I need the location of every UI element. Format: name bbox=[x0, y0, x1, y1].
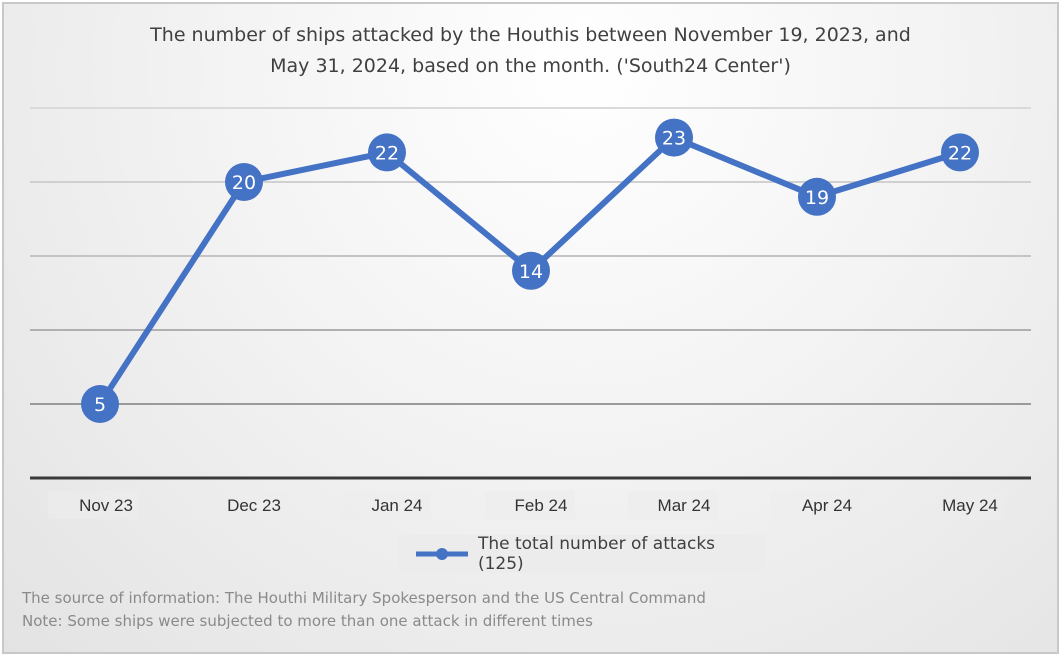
data-label: 20 bbox=[232, 172, 256, 194]
x-tick-label-bg bbox=[48, 491, 138, 519]
legend-line-marker-icon bbox=[416, 548, 468, 560]
data-label: 14 bbox=[519, 261, 543, 283]
data-point-marker bbox=[941, 133, 979, 172]
x-tick-label-bg bbox=[914, 491, 1004, 519]
data-label: 22 bbox=[948, 142, 972, 164]
data-label: 23 bbox=[662, 128, 686, 150]
legend: The total number of attacks (125) bbox=[398, 534, 766, 574]
x-tick-label-bg bbox=[628, 491, 718, 519]
x-tick-label: Apr 24 bbox=[802, 496, 852, 515]
footnote-note: Note: Some ships were subjected to more … bbox=[22, 612, 593, 630]
x-tick-label: Jan 24 bbox=[371, 496, 422, 515]
data-point-marker bbox=[368, 133, 406, 172]
x-tick-label: Feb 24 bbox=[515, 496, 568, 515]
chart-title-line-1: The number of ships attacked by the Hout… bbox=[150, 24, 911, 46]
chart-title-line-2: May 31, 2024, based on the month. ('Sout… bbox=[270, 55, 791, 77]
x-tick-label-bg bbox=[341, 491, 431, 519]
x-tick-label: Dec 23 bbox=[227, 496, 281, 515]
data-label: 22 bbox=[375, 142, 399, 164]
data-point-marker bbox=[225, 163, 263, 201]
data-point-marker bbox=[655, 118, 693, 157]
data-point-marker bbox=[512, 251, 550, 290]
x-tick-label-bg bbox=[198, 491, 288, 519]
legend-entry: The total number of attacks (125) bbox=[477, 534, 716, 574]
chart-title: The number of ships attacked by the Hout… bbox=[0, 20, 1061, 82]
data-point-marker bbox=[81, 385, 119, 423]
data-label: 19 bbox=[805, 187, 829, 209]
x-tick-label: Mar 24 bbox=[658, 496, 711, 515]
data-label: 5 bbox=[94, 394, 106, 416]
x-tick-label-bg bbox=[771, 491, 861, 519]
x-tick-label: May 24 bbox=[942, 496, 998, 515]
x-tick-label: Nov 23 bbox=[79, 496, 133, 515]
x-tick-label-bg bbox=[485, 491, 575, 519]
footnote-source: The source of information: The Houthi Mi… bbox=[22, 589, 706, 607]
data-point-marker bbox=[798, 177, 836, 216]
